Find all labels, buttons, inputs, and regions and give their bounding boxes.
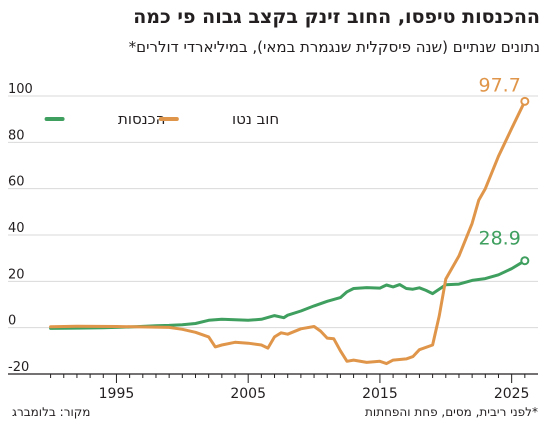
y-tick-label: 60 <box>8 175 25 190</box>
end-value-label: 97.7 <box>479 74 521 96</box>
y-tick-label: 0 <box>8 314 16 329</box>
series-end-marker <box>520 256 530 266</box>
legend: הכנסות חוב נטו <box>44 110 279 128</box>
footnote: *לפני ריבית, מסים, פחת והפחתות <box>365 405 538 419</box>
gridlines <box>8 95 538 329</box>
x-tick-label: 1995 <box>99 386 135 402</box>
x-tick-label: 2025 <box>494 386 530 402</box>
series-line <box>49 99 527 366</box>
series-line <box>49 259 527 330</box>
axes: 100 80 60 40 20 0 -20 1995 2005 2015 2025 <box>8 82 538 402</box>
y-tick-label: -20 <box>8 360 29 375</box>
series-end-marker <box>520 96 530 106</box>
source-note: מקור: בלומברג <box>12 405 91 419</box>
end-value-label: 28.9 <box>479 228 521 250</box>
y-tick-label: 100 <box>8 82 33 97</box>
x-tick-label: 2005 <box>230 386 266 402</box>
series-lines: 28.9 97.7 <box>49 74 530 366</box>
y-tick-label: 40 <box>8 221 25 236</box>
legend-label: הכנסות <box>118 110 165 128</box>
x-tick-label: 2015 <box>362 386 398 402</box>
y-tick-label: 80 <box>8 128 25 143</box>
chart-title: ההכנסות טיפסו, החוב זינק בקצב גבוה פי כמ… <box>133 6 540 28</box>
y-tick-label: 20 <box>8 267 25 282</box>
legend-label: חוב נטו <box>232 110 279 128</box>
chart-subtitle: נתונים שנתיים (שנה פיסקלית שנגמרת במאי),… <box>128 38 540 56</box>
